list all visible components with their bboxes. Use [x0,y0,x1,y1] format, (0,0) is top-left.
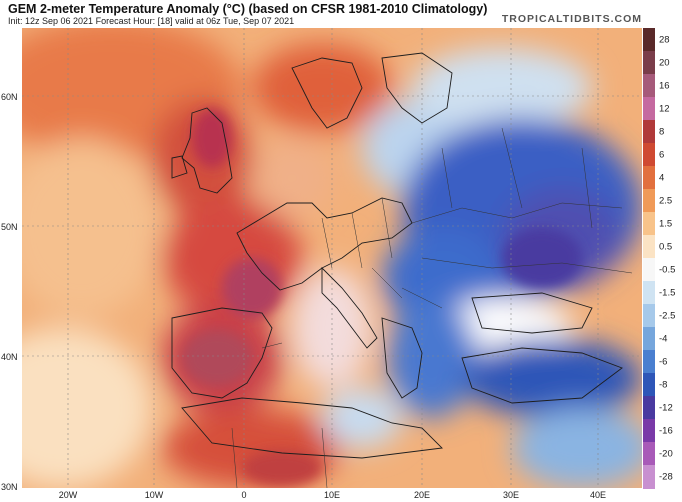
lat-label-30n: 30N [1,482,18,492]
colorbar-label: -0.5 [659,264,676,275]
country-borders [231,127,633,488]
colorbar-swatch [643,281,655,305]
colorbar-swatch [643,97,655,121]
colorbar-swatch [643,258,655,282]
colorbar-swatch [643,350,655,374]
colorbar-label: 1.5 [659,218,673,229]
lon-label-10w: 10W [144,490,164,500]
anomaly-detail [182,108,582,486]
colorbar-swatch [643,189,655,213]
colorbar-swatch [643,51,655,75]
colorbar-label: 20 [659,57,670,68]
colorbar-label: -12 [659,402,673,413]
colorbar-label: 8 [659,126,665,137]
colorbar-label: 2.5 [659,195,673,206]
colorbar-label: 16 [659,80,670,91]
colorbar-label: -20 [659,448,673,459]
colorbar-swatch [643,396,655,420]
colorbar-swatch [643,327,655,351]
colorbar-label: 0.5 [659,241,673,252]
lon-label-0: 0 [241,490,247,500]
lon-label-20e: 20E [413,490,431,500]
colorbar-swatch [643,143,655,167]
coastlines [171,52,623,459]
colorbar-label: -1.5 [659,287,676,298]
colorbar-label: 28 [659,34,670,45]
colorbar-label: 6 [659,149,665,160]
map-subtitle: Init: 12z Sep 06 2021 Forecast Hour: [18… [8,16,295,26]
colorbar-label: -6 [659,356,668,367]
colorbar-label: -2.5 [659,310,676,321]
site-watermark: TROPICALTIDBITS.COM [501,13,642,25]
colorbar-swatch [643,442,655,466]
colorbar-swatch [643,120,655,144]
colorbar-swatch [643,212,655,236]
colorbar-swatch [643,373,655,397]
anomaly-map [22,28,642,488]
colorbar-label: 4 [659,172,665,183]
lon-label-40e: 40E [589,490,607,500]
colorbar-swatch [643,235,655,259]
colorbar-label: -28 [659,471,673,482]
colorbar-swatch [643,419,655,443]
lat-label-40n: 40N [1,352,18,362]
lon-label-30e: 30E [502,490,520,500]
colorbar-swatch [643,74,655,98]
colorbar-label: 12 [659,103,670,114]
colorbar-swatch [643,28,655,52]
map-title: GEM 2-meter Temperature Anomaly (°C) (ba… [8,2,488,16]
lat-label-50n: 50N [1,222,18,232]
colorbar-legend: 28 20 16 12 8 6 4 2.5 1.5 0.5 -0.5 -1.5 -2.5 -4 -6 -8 -1… [643,28,682,489]
lat-label-60n: 60N [1,92,18,102]
map-canvas [22,28,642,488]
lon-label-20w: 20W [58,490,78,500]
colorbar-swatch [643,465,655,489]
colorbar-label: -8 [659,379,668,390]
header: GEM 2-meter Temperature Anomaly (°C) (ba… [0,0,682,28]
colorbar-swatch [643,166,655,190]
colorbar-label: -4 [659,333,668,344]
colorbar-swatch [643,304,655,328]
lon-label-10e: 10E [323,490,341,500]
graticule [22,28,642,488]
colorbar-label: -16 [659,425,673,436]
